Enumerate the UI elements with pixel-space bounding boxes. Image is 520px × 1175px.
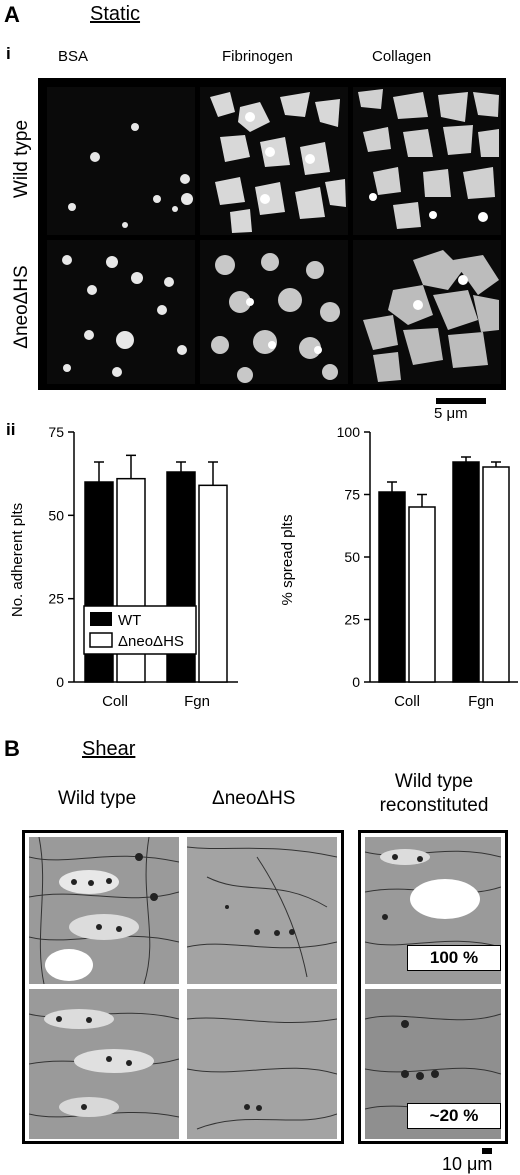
scale-label-b: 10 μm — [442, 1154, 493, 1174]
micrograph-wt-fibrinogen — [200, 87, 348, 235]
row-label-dneo-dhs: ΔneoΔHS — [11, 265, 32, 349]
c1-category-label: Coll — [102, 693, 128, 710]
static-micrograph-grid — [38, 78, 506, 390]
legend-swatch-wt — [90, 612, 112, 626]
shear-col-wild-type: Wild type — [58, 788, 137, 809]
shear-grid-main — [22, 830, 344, 1144]
c1-ytick-label: 0 — [56, 674, 64, 690]
phase-wt-bottom — [29, 989, 179, 1139]
phase-ko-top — [187, 837, 337, 984]
c2-category-label: Fgn — [468, 693, 494, 710]
panel-a-title: Static — [90, 3, 141, 25]
chart1-ticks: 0 25 50 75 — [48, 424, 74, 690]
chart2-bars — [378, 456, 510, 683]
panel-b-letter: B — [4, 736, 20, 761]
c2-bar-coll-0 — [378, 491, 406, 683]
scale-label-a: 5 μm — [434, 405, 468, 422]
phase-ko-bottom — [187, 989, 337, 1139]
recon-line-2: reconstituted — [379, 795, 489, 816]
column-label-fibrinogen: Fibrinogen — [222, 48, 293, 65]
chart1-legend: WT ΔneoΔHS — [83, 605, 197, 655]
c2-ytick-label: 75 — [344, 487, 360, 503]
c1-ytick-label: 50 — [48, 507, 64, 523]
c2-ytick-label: 0 — [352, 674, 360, 690]
c2-bar-coll-1 — [408, 506, 436, 683]
micrograph-wt-bsa — [47, 87, 195, 235]
scale-bar-b — [482, 1148, 492, 1154]
panel-a-i-label: i — [6, 44, 11, 63]
micrograph-ko-fibrinogen — [200, 240, 348, 384]
chart-spread-platelets: % spread plts 0 25 50 75 100 Coll Fgn — [279, 424, 518, 710]
c2-ytick-label: 25 — [344, 612, 360, 628]
c2-bar-fgn-1 — [482, 466, 510, 683]
column-label-bsa: BSA — [58, 48, 89, 65]
legend-label-wt: WT — [118, 612, 141, 629]
legend-swatch-ko — [89, 632, 113, 648]
chart2-ticks: 0 25 50 75 100 — [337, 424, 370, 690]
c2-ytick-label: 100 — [337, 424, 361, 440]
percent-label-20: ~20 % — [407, 1103, 501, 1129]
shear-col-reconstituted: Wild type reconstituted — [360, 770, 508, 818]
panel-a-letter: A — [4, 2, 20, 27]
c1-category-label: Fgn — [184, 693, 210, 710]
chart-adherent-platelets: No. adherent plts 0 25 50 75 Coll Fgn WT Δne… — [9, 424, 238, 710]
c2-category-label: Coll — [394, 693, 420, 710]
chart2-categories: Coll Fgn — [394, 693, 494, 710]
chart1-ylabel: No. adherent plts — [9, 503, 26, 617]
phase-wt-top — [29, 837, 179, 984]
percent-label-100: 100 % — [407, 945, 501, 971]
micrograph-wt-collagen — [353, 87, 501, 235]
micrograph-ko-bsa — [47, 240, 195, 384]
row-label-wild-type: Wild type — [11, 119, 32, 199]
c2-bar-fgn-0 — [452, 461, 480, 683]
micrograph-ko-collagen — [353, 240, 501, 384]
shear-col-dneo-dhs: ΔneoΔHS — [212, 788, 296, 809]
panel-a-ii-label: ii — [6, 420, 16, 439]
c1-bar-fgn-1 — [198, 484, 228, 683]
panel-b-title: Shear — [82, 738, 136, 760]
c1-ytick-label: 25 — [48, 591, 64, 607]
c2-ytick-label: 50 — [344, 549, 360, 565]
c1-ytick-label: 75 — [48, 424, 64, 440]
legend-label-ko: ΔneoΔHS — [118, 633, 184, 650]
column-label-collagen: Collagen — [372, 48, 432, 65]
recon-line-1: Wild type — [394, 771, 474, 792]
shear-grid-reconstituted: 100 % ~20 % — [358, 830, 508, 1144]
chart1-categories: Coll Fgn — [102, 693, 210, 710]
chart2-ylabel: % spread plts — [279, 515, 296, 606]
scale-bar-a — [436, 398, 486, 404]
